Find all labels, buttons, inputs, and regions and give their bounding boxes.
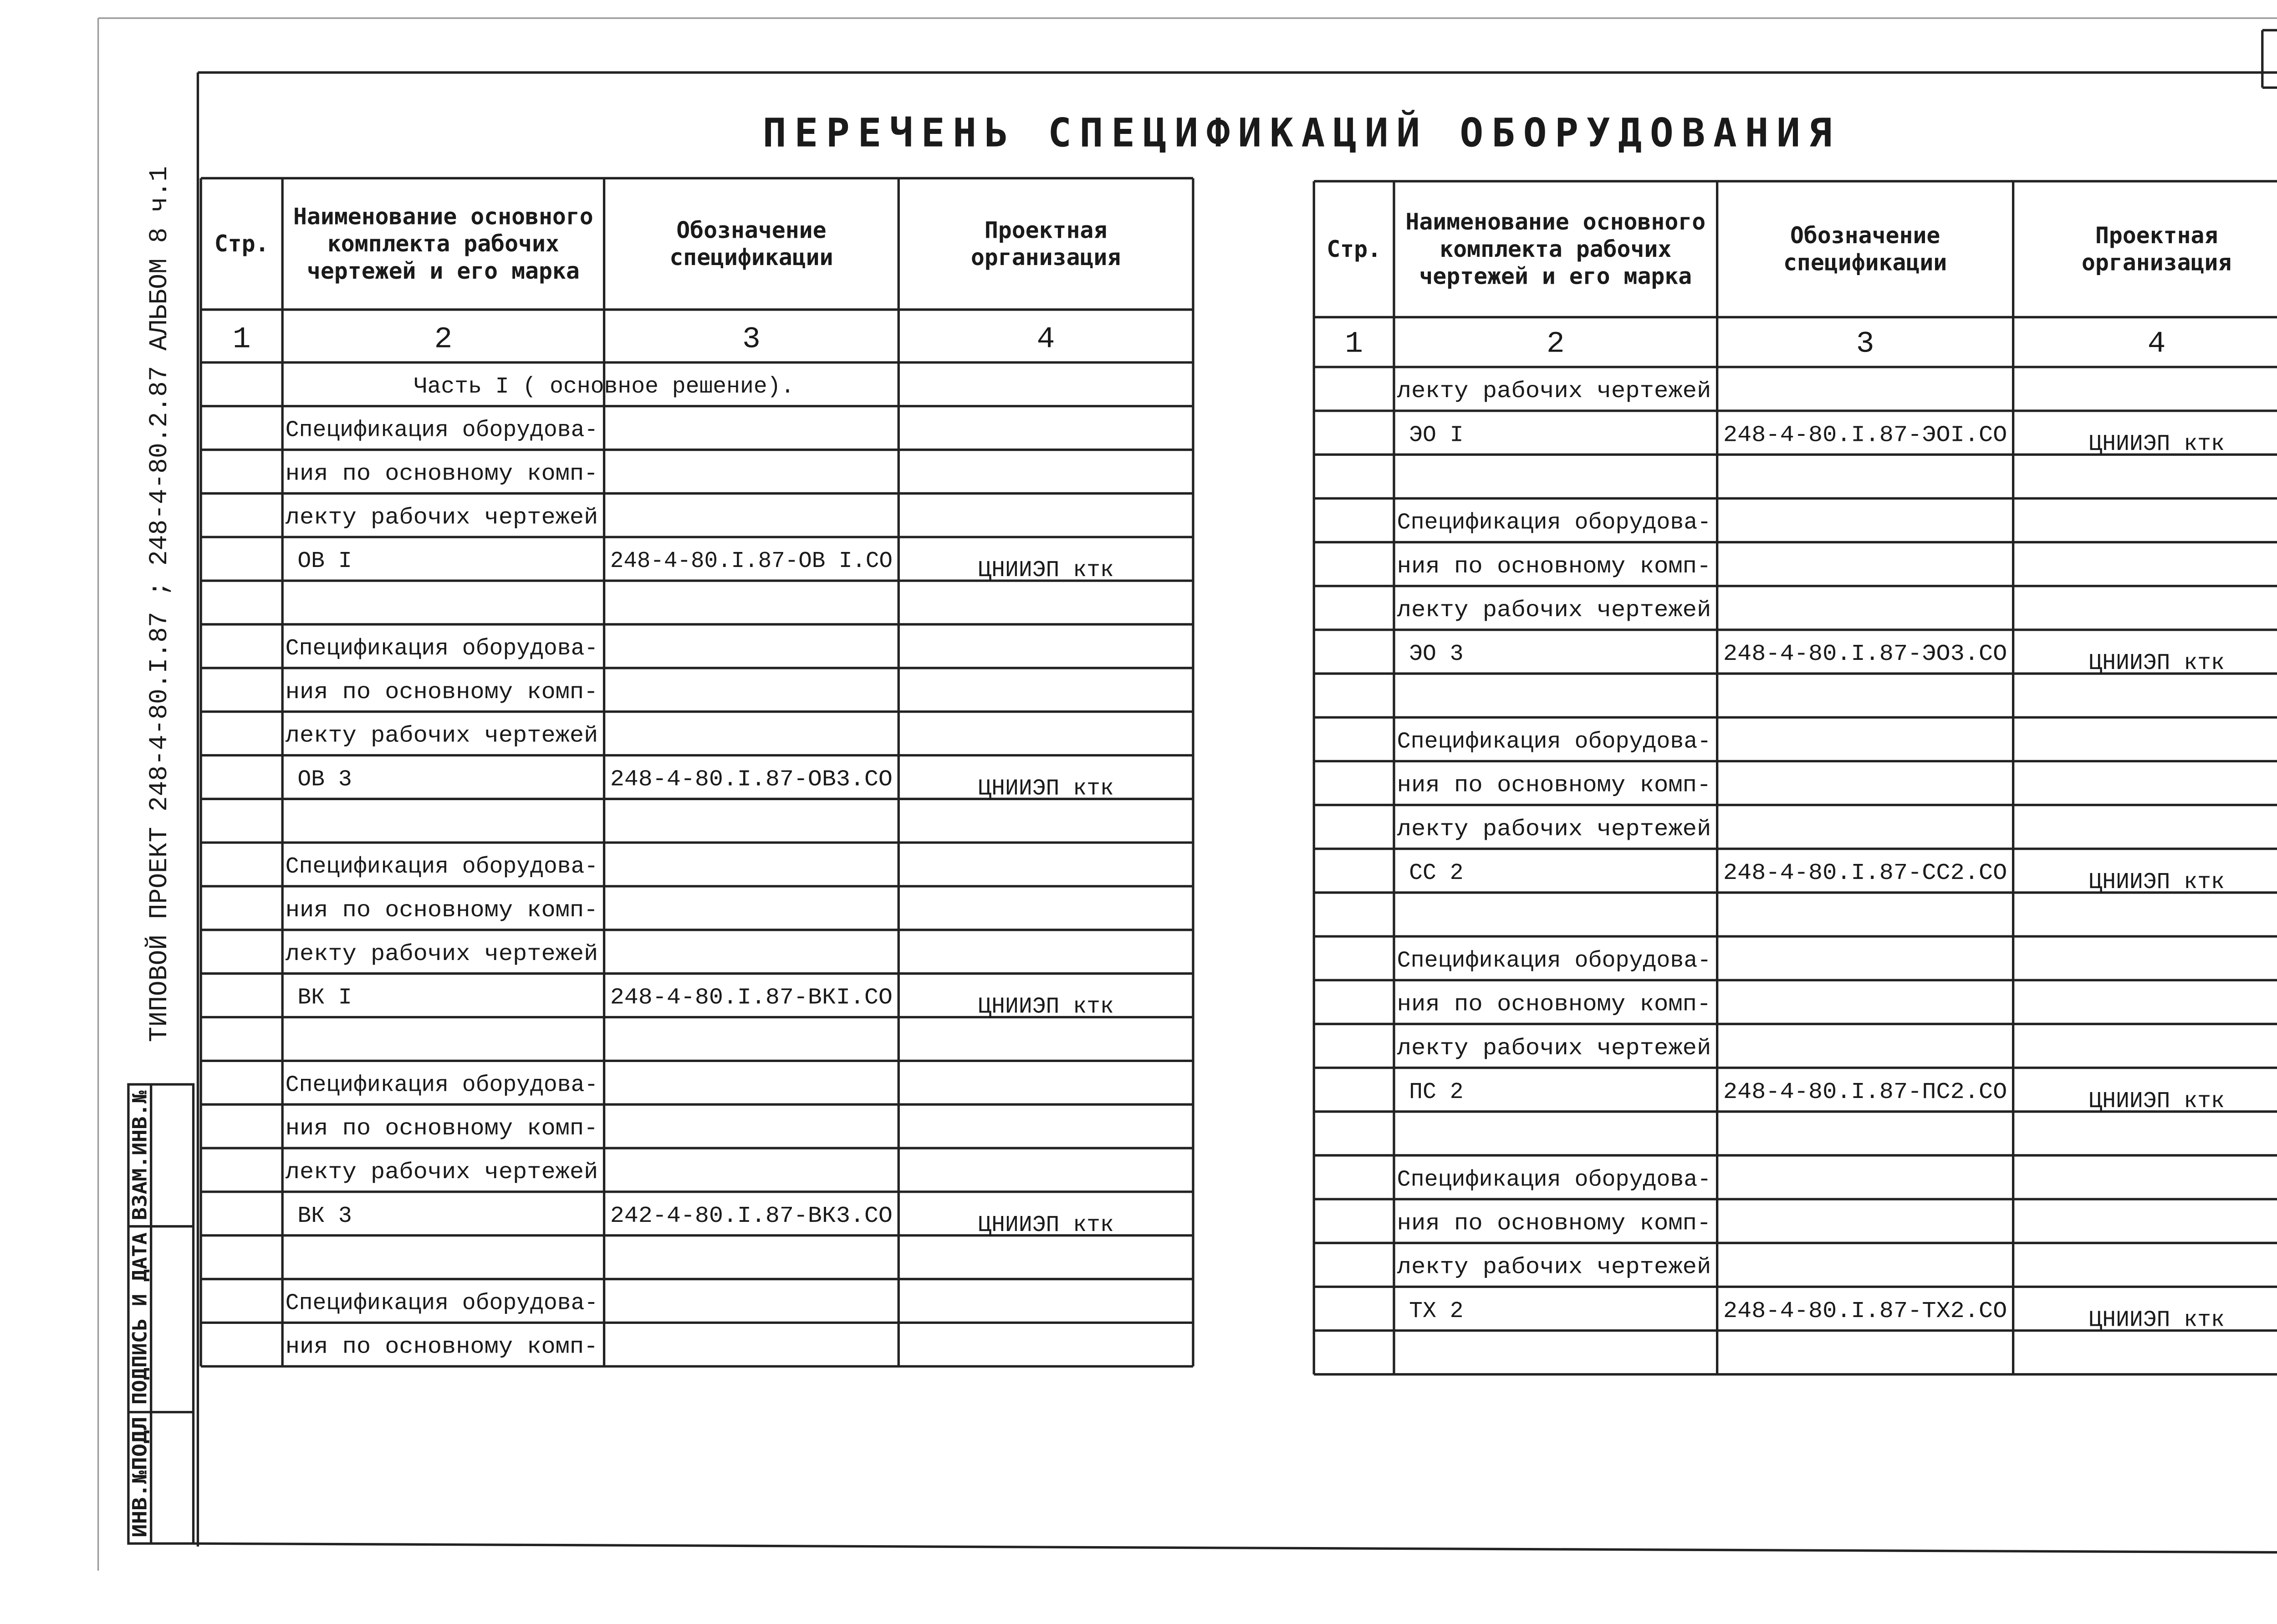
row-designation: 248-4-80.I.87-ЭО3.СО — [1723, 641, 2007, 667]
row-name: Спецификация оборудова- — [286, 636, 598, 661]
row-name: ния по основному комп- — [286, 461, 598, 487]
stamp-label: ПОДПИСЬ И ДАТА — [129, 1232, 152, 1404]
column-number: 2 — [434, 322, 452, 357]
row-name: лекту рабочих чертежей — [1397, 1255, 1711, 1280]
header-text: Проектная — [985, 217, 1107, 243]
header-text: Обозначение — [676, 217, 826, 243]
row-name: лекту рабочих чертежей — [286, 723, 598, 749]
header-text: Наименование основного — [1405, 209, 1705, 235]
row-designation: 248-4-80.I.87-ПС2.СО — [1723, 1079, 2007, 1105]
row-name: ния по основному комп- — [286, 898, 598, 923]
row-name: ЭО I — [1409, 422, 1463, 448]
row-name: ЭО 3 — [1409, 641, 1463, 667]
column-number: 2 — [1547, 327, 1565, 361]
row-name: ния по основному комп- — [1397, 773, 1711, 798]
frame-line — [193, 1542, 2277, 1554]
stamp-label: ВЗАМ.ИНВ.№ — [129, 1090, 152, 1220]
row-name: лекту рабочих чертежей — [1397, 817, 1711, 842]
row-organization: ЦНИИЭП ктк — [2088, 1088, 2224, 1114]
row-name: ВК I — [297, 985, 352, 1011]
column-number: 4 — [1037, 322, 1055, 357]
row-name: лекту рабочих чертежей — [1397, 1036, 1711, 1061]
header-text: комплекта рабочих — [1440, 236, 1671, 262]
header-text: чертежей и его марка — [1419, 263, 1692, 289]
row-name: ПС 2 — [1409, 1079, 1463, 1105]
column-number: 1 — [233, 322, 251, 357]
row-name: Спецификация оборудова- — [1397, 729, 1711, 755]
row-name: ОВ 3 — [297, 766, 352, 792]
header-text: спецификации — [669, 244, 833, 271]
header-text: чертежей и его марка — [307, 258, 580, 284]
stamp-label: ИНВ.№ПОДЛ — [129, 1417, 152, 1537]
row-name: лекту рабочих чертежей — [286, 505, 598, 530]
header-text: Стр. — [1327, 236, 1381, 262]
row-name: лекту рабочих чертежей — [286, 941, 598, 967]
header-text: Стр. — [214, 230, 269, 257]
row-designation: 248-4-80.I.87-ЭОI.СО — [1723, 422, 2007, 448]
row-name: ОВ I — [297, 548, 352, 574]
row-designation: 248-4-80.I.87-ОВ I.СО — [610, 548, 893, 574]
row-organization: ЦНИИЭП ктк — [2088, 650, 2224, 676]
row-name: ния по основному комп- — [286, 679, 598, 705]
row-designation: 242-4-80.I.87-ВК3.СО — [610, 1203, 893, 1229]
header-text: Проектная — [2095, 222, 2218, 249]
header-text: организация — [971, 244, 1121, 271]
row-name: Спецификация оборудова- — [1397, 948, 1711, 973]
row-name: ния по основному комп- — [286, 1334, 598, 1359]
header-text: Наименование основного — [293, 203, 593, 230]
row-organization: ЦНИИЭП ктк — [2088, 431, 2224, 457]
row-designation: 248-4-80.I.87-ОВ3.СО — [610, 766, 893, 792]
row-designation: 248-4-80.I.87-СС2.СО — [1723, 860, 2007, 886]
side-text: ТИПОВОЙ ПРОЕКТ 248-4-80.I.87 ; 248-4-80.… — [145, 166, 174, 1042]
section-text: Часть I ( основное решение). — [414, 374, 795, 399]
row-organization: ЦНИИЭП ктк — [978, 776, 1113, 801]
stamp-box — [127, 1083, 195, 1545]
row-name: лекту рабочих чертежей — [1397, 598, 1711, 623]
row-name: Спецификация оборудова- — [286, 1291, 598, 1316]
row-name: Спецификация оборудова- — [286, 1072, 598, 1098]
row-organization: ЦНИИЭП ктк — [2088, 1307, 2224, 1333]
row-name: ния по основному комп- — [1397, 554, 1711, 579]
row-name: ВК 3 — [297, 1203, 352, 1229]
row-name: Спецификация оборудова- — [1397, 1167, 1711, 1192]
header-text: организация — [2082, 250, 2231, 276]
row-name: ТХ 2 — [1409, 1298, 1463, 1324]
column-number: 1 — [1345, 327, 1363, 361]
row-name: Спецификация оборудова- — [1397, 510, 1711, 536]
row-designation: 248-4-80.I.87-ВКI.СО — [610, 985, 893, 1011]
row-name: Спецификация оборудова- — [286, 418, 598, 443]
row-name: СС 2 — [1409, 860, 1463, 886]
row-name: ния по основному комп- — [1397, 1210, 1711, 1236]
row-designation: 248-4-80.I.87-ТХ2.СО — [1723, 1298, 2007, 1324]
column-number: 3 — [1856, 327, 1874, 361]
row-name: лекту рабочих чертежей — [286, 1159, 598, 1185]
row-name: ния по основному комп- — [1397, 992, 1711, 1017]
column-number: 3 — [742, 322, 761, 357]
row-organization: ЦНИИЭП ктк — [978, 994, 1113, 1020]
row-organization: ЦНИИЭП ктк — [978, 1212, 1113, 1238]
row-name: лекту рабочих чертежей — [1397, 378, 1711, 404]
header-text: комплекта рабочих — [327, 230, 559, 257]
row-organization: ЦНИИЭП ктк — [2088, 869, 2224, 895]
row-name: ния по основному комп- — [286, 1116, 598, 1141]
row-organization: ЦНИИЭП ктк — [978, 557, 1113, 583]
column-number: 4 — [2148, 327, 2166, 361]
header-text: Обозначение — [1790, 222, 1940, 249]
title: ПЕРЕЧЕНЬ СПЕЦИФИКАЦИЙ ОБОРУДОВАНИЯ — [763, 110, 1850, 156]
row-name: Спецификация оборудова- — [286, 854, 598, 879]
header-text: спецификации — [1783, 250, 1947, 276]
